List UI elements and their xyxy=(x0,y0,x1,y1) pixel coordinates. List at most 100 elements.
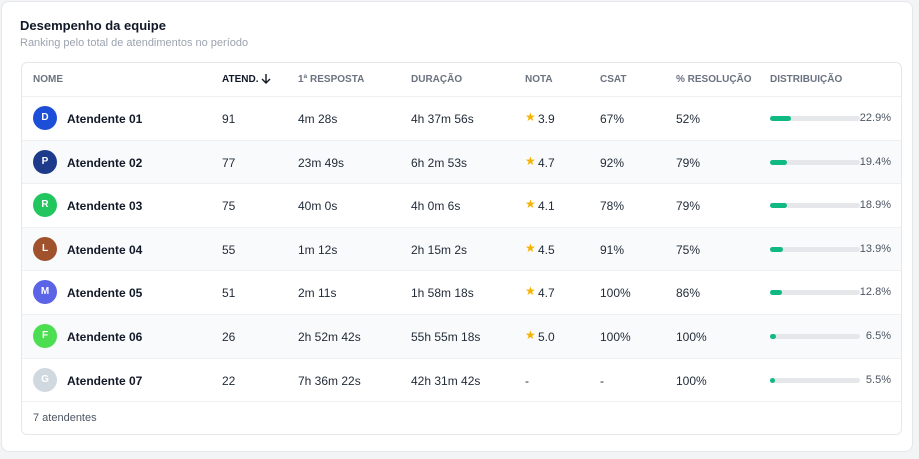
distribution-label: 6.5% xyxy=(865,330,891,342)
col-header: DURAÇÃO xyxy=(411,74,463,85)
col-header: 1ª RESPOSTA xyxy=(298,74,365,85)
csat: 100% xyxy=(600,286,631,301)
bar xyxy=(770,377,775,383)
nota: 3.9 xyxy=(538,112,555,126)
csat: 100% xyxy=(600,330,631,344)
star-icon: ★ xyxy=(525,110,536,124)
nota: 4.7 xyxy=(538,286,555,301)
bar-track xyxy=(770,203,860,209)
col-header: % RESOLUÇÃO xyxy=(676,74,752,85)
table-row: P Atendente 02 77 23m 49s 6h 2m 53s 92% 79% ★ 4.… xyxy=(22,139,901,184)
resolucao: 52% xyxy=(676,112,701,126)
csat: 67% xyxy=(600,112,625,126)
table-row: F Atendente 06 26 2h 52m 42s 55h 55m 18s 100%… xyxy=(22,314,901,358)
bar-track xyxy=(770,246,860,252)
nota: 4.5 xyxy=(538,242,555,257)
distribution-label: 5.5% xyxy=(865,373,891,386)
bar xyxy=(770,116,791,121)
csat: - xyxy=(600,373,604,388)
star-icon: ★ xyxy=(525,240,536,255)
bar-track xyxy=(770,377,860,383)
duracao: 4h 0m 6s xyxy=(411,199,461,214)
col-header: NOME xyxy=(33,74,63,85)
avatar: F xyxy=(33,324,57,348)
duracao: 1h 58m 18s xyxy=(411,286,474,301)
atend: 77 xyxy=(222,155,236,170)
duracao: 6h 2m 53s xyxy=(411,155,468,170)
agent-name: Atendente 04 xyxy=(67,242,143,257)
duracao: 42h 31m 42s xyxy=(411,373,481,388)
resposta: 2m 11s xyxy=(298,286,337,301)
distribution-label: 13.9% xyxy=(859,242,891,255)
avatar: P xyxy=(33,149,57,174)
avatar: L xyxy=(33,236,57,261)
bar-track xyxy=(770,159,860,165)
resolucao: 79% xyxy=(676,199,701,214)
avatar: D xyxy=(33,106,57,130)
resolucao: 75% xyxy=(676,242,701,257)
atend: 26 xyxy=(222,330,236,344)
subtitle: Ranking pelo total de atendimentos no pe… xyxy=(20,37,249,49)
table-footer: 7 atendentes xyxy=(22,401,901,434)
bar-track xyxy=(770,290,860,296)
resolucao: 100% xyxy=(676,373,707,388)
bar xyxy=(770,246,783,252)
resposta: 40m 0s xyxy=(298,199,338,214)
card: Desempenho da equipe Ranking pelo total … xyxy=(1,1,913,452)
col-header: DISTRIBUIÇÃO xyxy=(770,74,843,85)
distribution-label: 18.9% xyxy=(859,199,891,212)
avatar: R xyxy=(33,193,57,218)
table-row: L Atendente 04 55 1m 12s 2h 15m 2s 91% 75% ★ 4.5… xyxy=(22,226,901,271)
star-icon: ★ xyxy=(525,197,536,212)
agent-name: Atendente 02 xyxy=(67,155,143,170)
atend: 75 xyxy=(222,199,236,214)
nota: 4.1 xyxy=(538,199,555,214)
nota: 5.0 xyxy=(538,330,555,344)
footer-text: 7 atendentes xyxy=(33,412,97,424)
agent-name: Atendente 01 xyxy=(67,112,143,126)
bar-track xyxy=(770,116,860,121)
table-row: D Atendente 01 91 4m 28s 4h 37m 56s 67% 52% ★ 3.… xyxy=(22,96,901,140)
distribution-label: 12.8% xyxy=(859,286,891,299)
resolucao: 100% xyxy=(676,330,707,344)
table-row: G Atendente 07 22 7h 36m 22s 42h 31m 42s - 100… xyxy=(22,357,901,402)
avatar: M xyxy=(33,280,57,305)
duracao: 55h 55m 18s xyxy=(411,330,481,344)
bar-track xyxy=(770,334,860,339)
csat: 91% xyxy=(600,242,625,257)
distribution-label: 19.4% xyxy=(859,155,891,168)
agent-name: Atendente 03 xyxy=(67,199,143,214)
col-header: CSAT xyxy=(600,74,627,85)
resposta: 1m 12s xyxy=(298,242,338,257)
duracao: 4h 37m 56s xyxy=(411,112,474,126)
sort-icon[interactable] xyxy=(260,73,272,85)
distribution-label: 22.9% xyxy=(859,112,891,124)
resposta: 4m 28s xyxy=(298,112,338,126)
col-header[interactable]: ATEND. xyxy=(222,74,259,85)
star-icon: ★ xyxy=(525,284,536,299)
bar xyxy=(770,159,788,165)
atend: 91 xyxy=(222,112,236,126)
resposta: 7h 36m 22s xyxy=(298,373,361,388)
csat: 78% xyxy=(600,199,625,214)
table-row: M Atendente 05 51 2m 11s 1h 58m 18s 100% 86% ★ 4… xyxy=(22,270,901,315)
resolucao: 86% xyxy=(676,286,701,301)
agent-name: Atendente 05 xyxy=(67,286,143,301)
table: NOME ATEND. 1ª RESPOSTA DURAÇÃO NOTA CSA… xyxy=(21,62,902,435)
star-icon: ★ xyxy=(525,328,536,342)
duracao: 2h 15m 2s xyxy=(411,242,468,257)
col-header: NOTA xyxy=(525,74,553,85)
nota: 4.7 xyxy=(538,155,555,170)
bar xyxy=(770,290,782,296)
atend: 22 xyxy=(222,373,236,388)
atend: 51 xyxy=(222,286,236,301)
table-row: R Atendente 03 75 40m 0s 4h 0m 6s 78% 79% ★ 4.1 1… xyxy=(22,183,901,228)
resposta: 23m 49s xyxy=(298,155,345,170)
title: Desempenho da equipe xyxy=(20,18,166,33)
resposta: 2h 52m 42s xyxy=(298,330,361,344)
bar xyxy=(770,334,776,339)
bar xyxy=(770,203,787,209)
agent-name: Atendente 07 xyxy=(67,373,143,388)
agent-name: Atendente 06 xyxy=(67,330,143,344)
